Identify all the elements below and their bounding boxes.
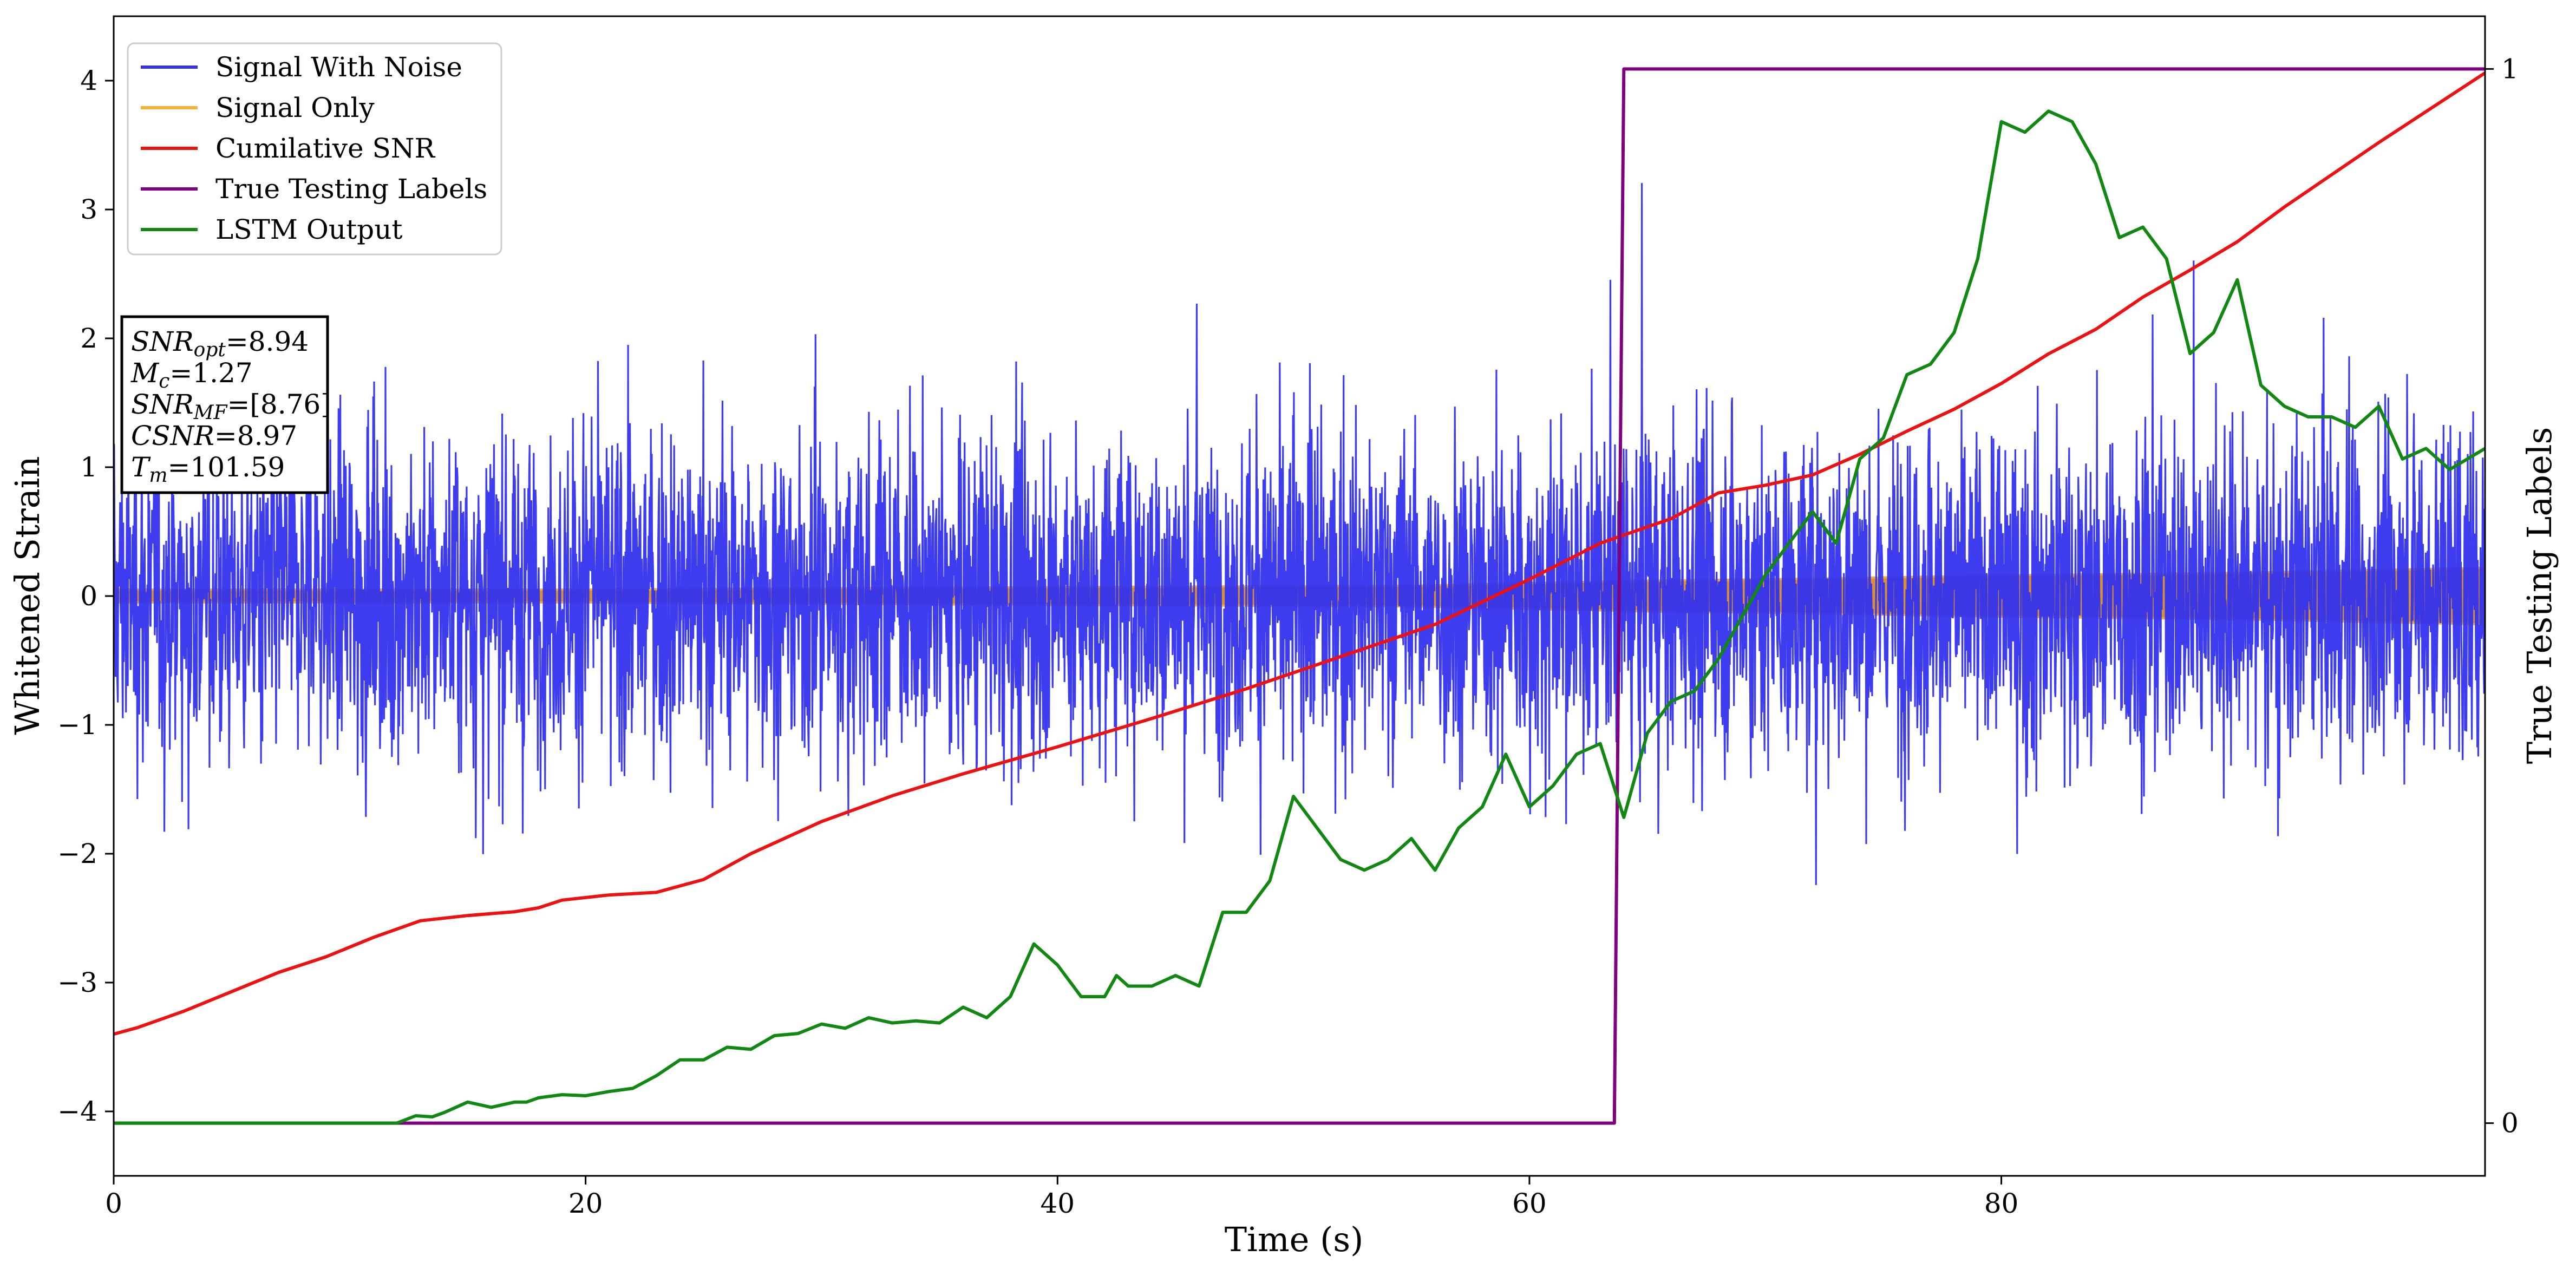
x-tick-label: 0	[105, 1188, 122, 1219]
series-group-lines	[114, 67, 2485, 1125]
legend: Signal With Noise Signal Only Cumilative S…	[127, 42, 502, 256]
legend-label: Signal Only	[215, 92, 375, 123]
y-tick-label-left: −3	[57, 967, 97, 998]
legend-label: LSTM Output	[215, 214, 402, 245]
y-tick-label-left: −2	[57, 838, 97, 869]
legend-label: True Testing Labels	[215, 173, 487, 205]
y-tick-label-left: 3	[80, 194, 97, 225]
series-group-noise	[114, 183, 2485, 885]
x-tick-label: 20	[568, 1188, 603, 1219]
series-lstm-output	[114, 109, 2485, 1125]
y-tick-label-left: 1	[80, 451, 97, 483]
y-tick-label-right: 1	[2501, 53, 2519, 84]
legend-label: Signal With Noise	[215, 51, 462, 83]
y-tick-label-left: −4	[57, 1096, 97, 1127]
y-tick-label-right: 0	[2501, 1108, 2519, 1139]
y-tick-label-left: −1	[57, 709, 97, 741]
legend-box	[127, 42, 502, 256]
annotation-line: SNRopt=8.94	[131, 326, 309, 361]
y-tick-label-left: 2	[80, 323, 97, 354]
annotation-box	[120, 315, 329, 494]
y-axis-label-right: True Testing Labels	[2520, 427, 2559, 764]
annotation-line: Mc=1.27	[130, 357, 253, 392]
x-axis-label: Time (s)	[1225, 1220, 1364, 1259]
annotation-line: Tm=101.59	[131, 451, 285, 487]
param-annotation: SNRopt=8.94Mc=1.27SNRMF=[8.76]CSNR=8.97T…	[120, 315, 331, 494]
annotation-line: CSNR=8.97	[131, 420, 297, 451]
series-signal-with-noise	[114, 183, 2485, 885]
y-axis-label-left: Whitened Strain	[8, 456, 47, 735]
annotation-line: SNRMF=[8.76]	[131, 389, 331, 424]
y-tick-label-left: 0	[80, 580, 97, 612]
plot-frame	[113, 15, 2486, 1177]
series-true-testing-labels	[114, 67, 2485, 1125]
series-cumilative-snr	[114, 71, 2485, 1036]
y-tick-label-left: 4	[80, 65, 97, 96]
x-tick-label: 60	[1512, 1188, 1547, 1219]
legend-label: Cumilative SNR	[215, 133, 435, 164]
x-tick-label: 80	[1984, 1188, 2019, 1219]
x-tick-label: 40	[1040, 1188, 1075, 1219]
